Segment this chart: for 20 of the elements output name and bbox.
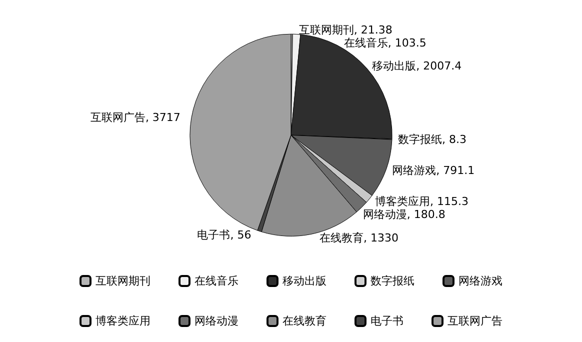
legend-label: 网络动漫 <box>194 314 238 328</box>
legend-label: 互联网广告 <box>448 314 502 328</box>
legend-label: 博客类应用 <box>96 314 150 328</box>
legend-label: 电子书 <box>370 314 404 328</box>
legend-label: 移动出版 <box>282 274 326 288</box>
legend-label: 在线教育 <box>282 314 326 328</box>
category-label: 移动出版, 2007.4 <box>372 59 462 72</box>
category-label: 互联网广告, 3717 <box>90 110 180 124</box>
category-label: 互联网期刊, 21.38 <box>298 24 392 37</box>
legend-label: 网络游戏 <box>458 274 502 288</box>
category-label: 在线音乐, 103.5 <box>344 36 426 50</box>
legend-label: 互联网期刊 <box>96 274 150 288</box>
legend-label: 在线音乐 <box>194 274 238 288</box>
category-label: 网络动漫, 180.8 <box>362 208 446 222</box>
category-label: 在线教育, 1330 <box>319 231 398 244</box>
category-label: 网络游戏, 791.1 <box>392 164 475 177</box>
category-label: 博客类应用, 115.3 <box>375 195 469 208</box>
legend-label: 数字报纸 <box>370 274 414 288</box>
category-label: 电子书, 56 <box>197 228 252 242</box>
category-label: 数字报纸, 8.3 <box>398 132 466 146</box>
